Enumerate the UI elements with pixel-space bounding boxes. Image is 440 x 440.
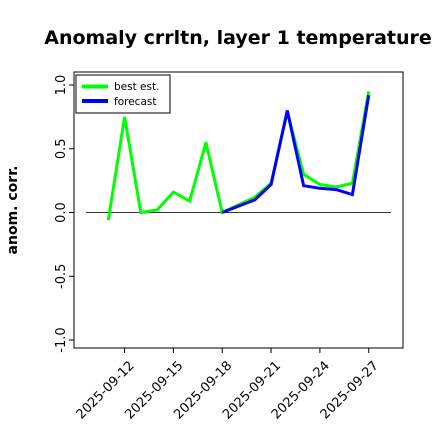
y-tick-label: -1.0 (54, 327, 69, 352)
y-tick-label: 0.5 (54, 138, 69, 159)
legend-box (75, 74, 171, 114)
legend-label-forecast: forecast (114, 96, 156, 108)
legend: best est. forecast (75, 74, 171, 114)
y-axis-label: anom. corr. (5, 166, 21, 255)
y-tick-label: -0.5 (54, 264, 69, 289)
series-line-forecast (221, 94, 371, 214)
y-tick-label: 0.0 (54, 202, 69, 223)
series-lines (106, 91, 371, 221)
plot-frame (73, 71, 404, 349)
x-axis-ticks: 2025-09-122025-09-152025-09-182025-09-21… (74, 348, 382, 422)
y-axis-ticks: 1.0 0.5 0.0 -0.5 -1.0 (54, 75, 74, 353)
y-tick-label: 1.0 (54, 75, 69, 96)
chart-title: Anomaly crrltn, layer 1 temperature (44, 27, 432, 49)
legend-label-best-est: best est. (114, 81, 159, 93)
